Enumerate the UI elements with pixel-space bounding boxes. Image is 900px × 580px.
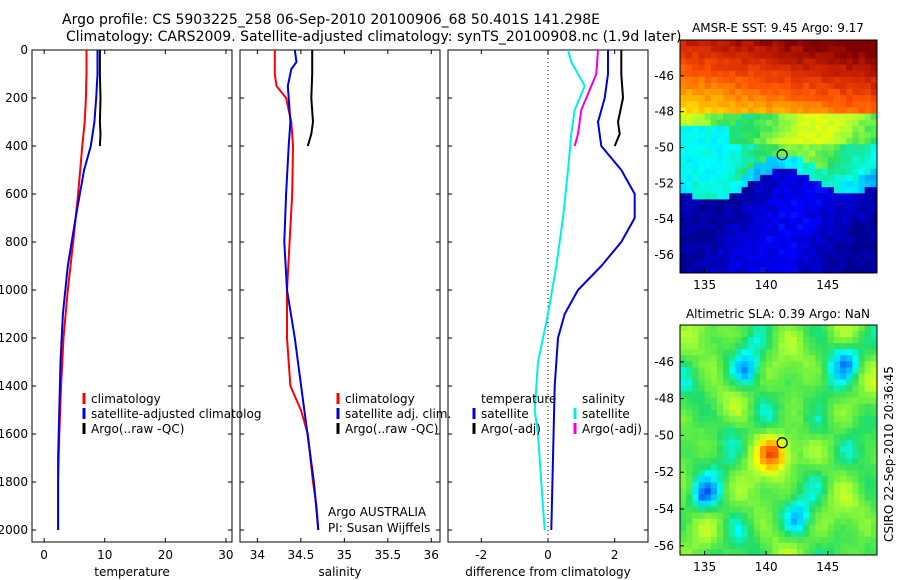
x-tick-label: 10 <box>97 548 112 562</box>
series-line-satellite <box>57 50 99 530</box>
series-line-sal_argo <box>573 50 599 147</box>
argo-position-marker <box>776 437 788 449</box>
difference-legend: temperature salinity satellite Argo(-adj… <box>472 392 642 436</box>
legend-label: Argo(..raw -QC) <box>91 422 184 436</box>
series-line-satellite <box>550 50 636 531</box>
y-tick-label: -46 <box>654 355 674 369</box>
y-tick-label: -50 <box>654 428 674 442</box>
y-tick-label: -48 <box>654 392 674 406</box>
y-tick-label: 800 <box>5 235 28 249</box>
x-tick-label: 135 <box>693 278 716 292</box>
x-tick-label: -2 <box>475 548 487 562</box>
y-tick-label: -56 <box>654 248 674 262</box>
y-tick-label: 1000 <box>0 283 28 297</box>
sst-map-title: AMSR-E SST: 9.45 Argo: 9.17 <box>692 21 864 35</box>
x-tick-label: 140 <box>755 560 778 574</box>
legend-heading-temperature: temperature <box>481 392 556 406</box>
x-tick-label: 34 <box>250 548 265 562</box>
y-tick-label: 1200 <box>0 331 28 345</box>
temperature-plot-area <box>31 49 233 543</box>
y-tick-label: -56 <box>654 539 674 553</box>
float-note-pi: PI: Susan Wijffels <box>328 521 430 535</box>
x-tick-label: 36 <box>424 548 439 562</box>
temperature-xlabel: temperature <box>94 565 169 579</box>
sst-map-panel: 135 140 145 -46 -48 -50 -52 -54 -56 <box>654 39 878 292</box>
legend-heading-salinity: salinity <box>582 392 625 406</box>
figure-title-line-2: Climatology: CARS2009. Satellite-adjuste… <box>66 29 682 45</box>
series-line-sal_satellite <box>533 50 586 531</box>
y-tick-label: -54 <box>654 502 674 516</box>
sst_map-frame <box>679 39 878 274</box>
y-tick-label: -52 <box>654 176 674 190</box>
argo-position-marker <box>776 149 788 161</box>
series-line-argo <box>98 50 102 147</box>
sla_map-frame <box>679 324 878 556</box>
x-tick-label: 20 <box>158 548 173 562</box>
sla-map-panel: 135 140 145 -46 -48 -50 -52 -54 -56 <box>654 324 878 574</box>
salinity-legend: climatology satellite adj. clim. Argo(..… <box>336 392 451 436</box>
y-tick-label: 200 <box>5 91 28 105</box>
sst_map-field <box>680 40 877 273</box>
legend-label: climatology <box>345 392 415 406</box>
y-tick-label: 600 <box>5 187 28 201</box>
y-tick-label: 0 <box>20 43 28 57</box>
y-tick-label: -48 <box>654 105 674 119</box>
sla-map-title: Altimetric SLA: 0.39 Argo: NaN <box>686 307 870 321</box>
series-line-satellite <box>283 50 320 531</box>
x-tick-label: 0 <box>544 548 552 562</box>
y-tick-label: 1400 <box>0 379 28 393</box>
x-tick-label: 145 <box>816 278 839 292</box>
x-tick-label: 145 <box>816 560 839 574</box>
series-line-argo <box>613 50 624 147</box>
legend-label: Argo(-adj) <box>582 422 642 436</box>
y-tick-label: -52 <box>654 465 674 479</box>
legend-label: satellite <box>481 407 529 421</box>
y-tick-label: -54 <box>654 212 674 226</box>
y-tick-label: 1800 <box>0 475 28 489</box>
y-tick-label: 400 <box>5 139 28 153</box>
x-tick-label: 35.5 <box>374 548 401 562</box>
y-tick-label: 2000 <box>0 523 28 537</box>
salinity-plot-area <box>239 49 441 543</box>
salinity-panel: 34 34.5 35 35.5 36 <box>239 49 441 562</box>
series-line-argo <box>306 50 314 147</box>
legend-label: satellite adj. clim. <box>345 407 451 421</box>
temperature-panel: 0 10 20 30 0 200 400 600 800 1000 1200 1400 1600 1800… <box>0 43 234 562</box>
figure-title-line-1: Argo profile: CS 5903225_258 06-Sep-2010… <box>62 12 600 28</box>
temperature-legend: climatology satellite-adjusted climatolo… <box>82 392 261 436</box>
legend-label: Argo(..raw -QC) <box>345 422 438 436</box>
salinity-xlabel: salinity <box>318 565 361 579</box>
legend-label: satellite-adjusted climatolog <box>91 407 261 421</box>
x-tick-label: 0 <box>40 548 48 562</box>
x-tick-label: 30 <box>218 548 233 562</box>
sla_map-field <box>680 325 877 555</box>
y-tick-label: -50 <box>654 141 674 155</box>
x-tick-label: 35 <box>337 548 352 562</box>
difference-xlabel: difference from climatology <box>465 565 631 579</box>
legend-label: climatology <box>91 392 161 406</box>
y-tick-label: 1600 <box>0 427 28 441</box>
x-tick-label: 140 <box>755 278 778 292</box>
x-tick-label: 2 <box>611 548 619 562</box>
credit-text: CSIRO 22-Sep-2010 20:36:45 <box>882 366 896 542</box>
y-tick-label: -46 <box>654 69 674 83</box>
x-tick-label: 135 <box>693 560 716 574</box>
x-tick-label: 34.5 <box>288 548 315 562</box>
legend-label: satellite <box>582 407 630 421</box>
difference-panel: -2 0 2 <box>447 49 649 562</box>
legend-label: Argo(-adj) <box>481 422 541 436</box>
float-note-country: Argo AUSTRALIA <box>328 505 427 519</box>
